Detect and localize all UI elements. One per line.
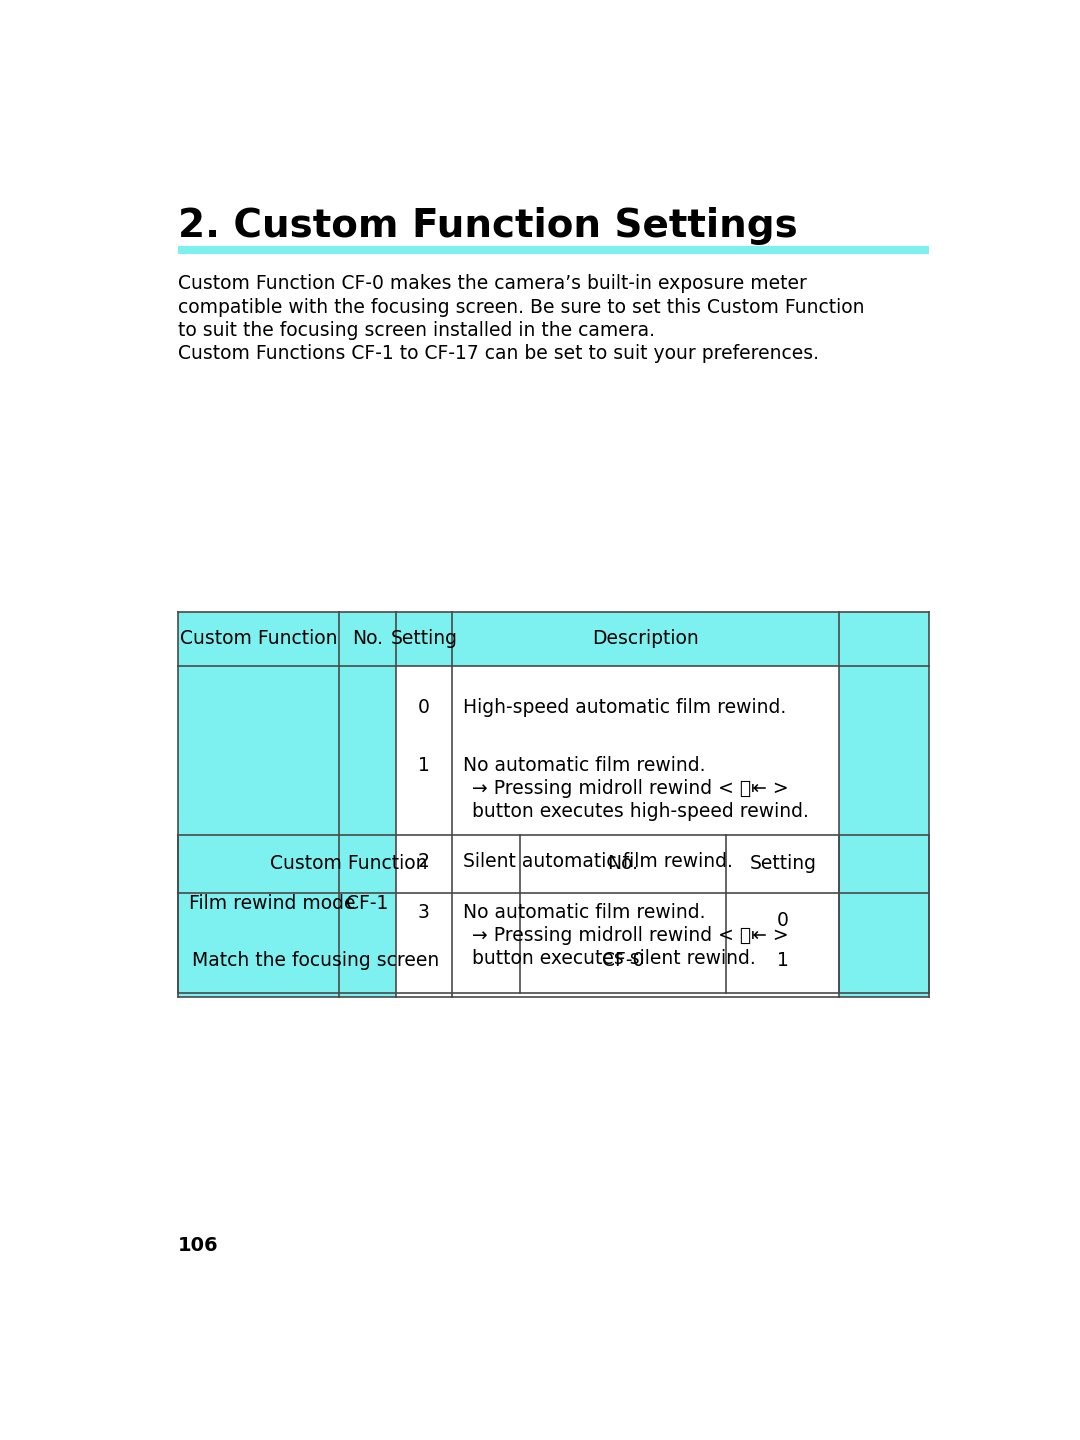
FancyBboxPatch shape [453,665,839,996]
Text: compatible with the focusing screen. Be sure to set this Custom Function: compatible with the focusing screen. Be … [177,298,864,317]
Text: Description: Description [592,629,699,648]
Text: No.: No. [608,854,638,874]
FancyBboxPatch shape [339,612,395,665]
Text: Setting: Setting [390,629,457,648]
FancyBboxPatch shape [395,665,453,996]
Text: 106: 106 [177,1236,218,1254]
FancyBboxPatch shape [395,612,453,665]
Text: 1: 1 [777,952,788,971]
Text: button executes high-speed rewind.: button executes high-speed rewind. [472,802,809,821]
Text: No.: No. [352,629,383,648]
FancyBboxPatch shape [839,665,930,996]
FancyBboxPatch shape [177,612,339,665]
Text: 3: 3 [418,903,430,922]
FancyBboxPatch shape [177,835,519,893]
Text: CF-1: CF-1 [347,894,389,913]
Text: 0: 0 [777,912,788,930]
Text: Custom Function: Custom Function [270,854,428,874]
FancyBboxPatch shape [339,665,395,996]
Text: Silent automatic film rewind.: Silent automatic film rewind. [463,852,732,871]
FancyBboxPatch shape [177,665,339,996]
Text: → Pressing midroll rewind < ⒪⇤ >: → Pressing midroll rewind < ⒪⇤ > [472,779,788,798]
FancyBboxPatch shape [839,835,930,893]
Text: CF-0: CF-0 [602,952,645,971]
Text: to suit the focusing screen installed in the camera.: to suit the focusing screen installed in… [177,321,654,340]
Text: 1: 1 [418,756,430,775]
Text: 0: 0 [418,698,430,717]
Text: Match the focusing screen: Match the focusing screen [191,952,438,971]
Text: 2: 2 [418,852,430,871]
Text: Film rewind mode: Film rewind mode [189,894,355,913]
Text: No automatic film rewind.: No automatic film rewind. [463,756,705,775]
Text: → Pressing midroll rewind < ⒪⇤ >: → Pressing midroll rewind < ⒪⇤ > [472,926,788,945]
Text: 2. Custom Function Settings: 2. Custom Function Settings [177,207,797,245]
Text: Custom Function: Custom Function [179,629,337,648]
FancyBboxPatch shape [727,835,839,893]
FancyBboxPatch shape [727,893,839,992]
Text: No automatic film rewind.: No automatic film rewind. [463,903,705,922]
Text: Setting: Setting [750,854,816,874]
Text: Custom Function CF-0 makes the camera’s built-in exposure meter: Custom Function CF-0 makes the camera’s … [177,275,807,294]
Bar [177,246,930,253]
FancyBboxPatch shape [839,893,930,992]
Text: High-speed automatic film rewind.: High-speed automatic film rewind. [463,698,786,717]
FancyBboxPatch shape [177,893,519,992]
FancyBboxPatch shape [519,893,727,992]
FancyBboxPatch shape [453,612,839,665]
FancyBboxPatch shape [519,835,727,893]
Text: button executes silent rewind.: button executes silent rewind. [472,949,756,968]
Text: Custom Functions CF-1 to CF-17 can be set to suit your preferences.: Custom Functions CF-1 to CF-17 can be se… [177,344,819,363]
FancyBboxPatch shape [839,612,930,665]
